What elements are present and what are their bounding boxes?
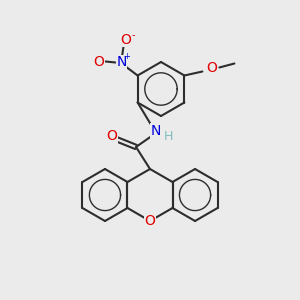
Text: -: - <box>132 31 135 40</box>
Text: O: O <box>93 56 104 70</box>
Text: N: N <box>116 56 127 70</box>
Text: +: + <box>123 52 130 61</box>
Text: O: O <box>120 32 131 46</box>
Text: O: O <box>106 129 117 143</box>
Text: N: N <box>151 124 161 138</box>
Text: O: O <box>145 214 155 228</box>
Text: H: H <box>163 130 173 142</box>
Text: O: O <box>206 61 217 76</box>
